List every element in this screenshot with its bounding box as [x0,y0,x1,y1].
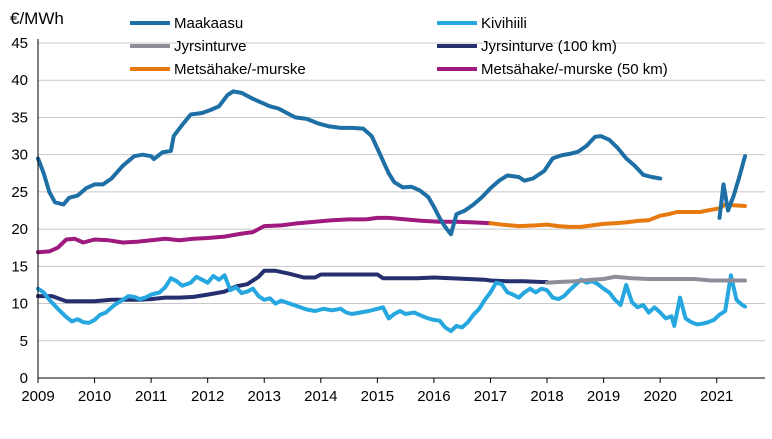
y-tick-label: 40 [11,72,28,89]
series-line-maakaasu [717,154,747,220]
series-line-metsähake-murske [488,202,747,229]
y-tick-labels: 0 5 10 15 20 25 30 35 40 45 [11,35,28,387]
y-tick-label: 35 [11,109,28,126]
y-tick-label: 45 [11,35,28,52]
x-tick-label: 2019 [587,388,620,405]
series-line-maakaasu [36,89,663,237]
x-tick-label: 2009 [21,388,54,405]
x-tick-label: 2011 [135,388,167,405]
x-tick-label: 2020 [643,388,676,405]
legend-item: Kivihiili [437,15,527,32]
legend-label: Metsähake/-murske (50 km) [481,61,668,78]
series-line-jyrsinturve-100-km [36,268,549,304]
legend-label: Kivihiili [481,15,527,32]
legend-label: Jyrsinturve (100 km) [481,38,617,55]
x-tick-label: 2012 [191,388,224,405]
legend-item: Metsähake/-murske [130,61,306,78]
y-tick-label: 5 [20,333,28,350]
legend-label: Metsähake/-murske [174,61,306,78]
y-tick-label: 10 [11,296,28,313]
x-tick-label: 2016 [417,388,450,405]
y-tick-label: 15 [11,258,28,275]
legend: Maakaasu Kivihiili Jyrsinturve Jyrsinturve … [130,15,668,78]
y-axis-unit-label: €/MWh [10,9,64,28]
series-line-metsähake-murske-50-km [36,215,493,255]
y-tick-label: 30 [11,147,28,164]
x-tick-label: 2017 [474,388,507,405]
x-tick-label: 2018 [530,388,563,405]
series-lines [36,89,747,334]
legend-item: Maakaasu [130,15,243,32]
x-tick-label: 2021 [700,388,733,405]
y-tick-label: 20 [11,221,28,238]
legend-item: Metsähake/-murske (50 km) [437,61,668,78]
x-tick-labels: 2009 2010 2011 2012 2013 2014 2015 2016 2017 2018… [21,388,733,405]
legend-label: Maakaasu [174,15,243,32]
axes [37,39,765,383]
legend-item: Jyrsinturve [130,38,247,55]
y-tick-label: 25 [11,184,28,201]
legend-item: Jyrsinturve (100 km) [437,38,617,55]
x-tick-label: 2013 [248,388,281,405]
x-tick-label: 2014 [304,388,337,405]
series-line-jyrsinturve [545,274,747,285]
y-tick-label: 0 [20,370,28,387]
x-tick-label: 2010 [78,388,111,405]
legend-label: Jyrsinturve [174,38,247,55]
x-tick-label: 2015 [361,388,394,405]
series-line-kivihiili [36,273,747,334]
